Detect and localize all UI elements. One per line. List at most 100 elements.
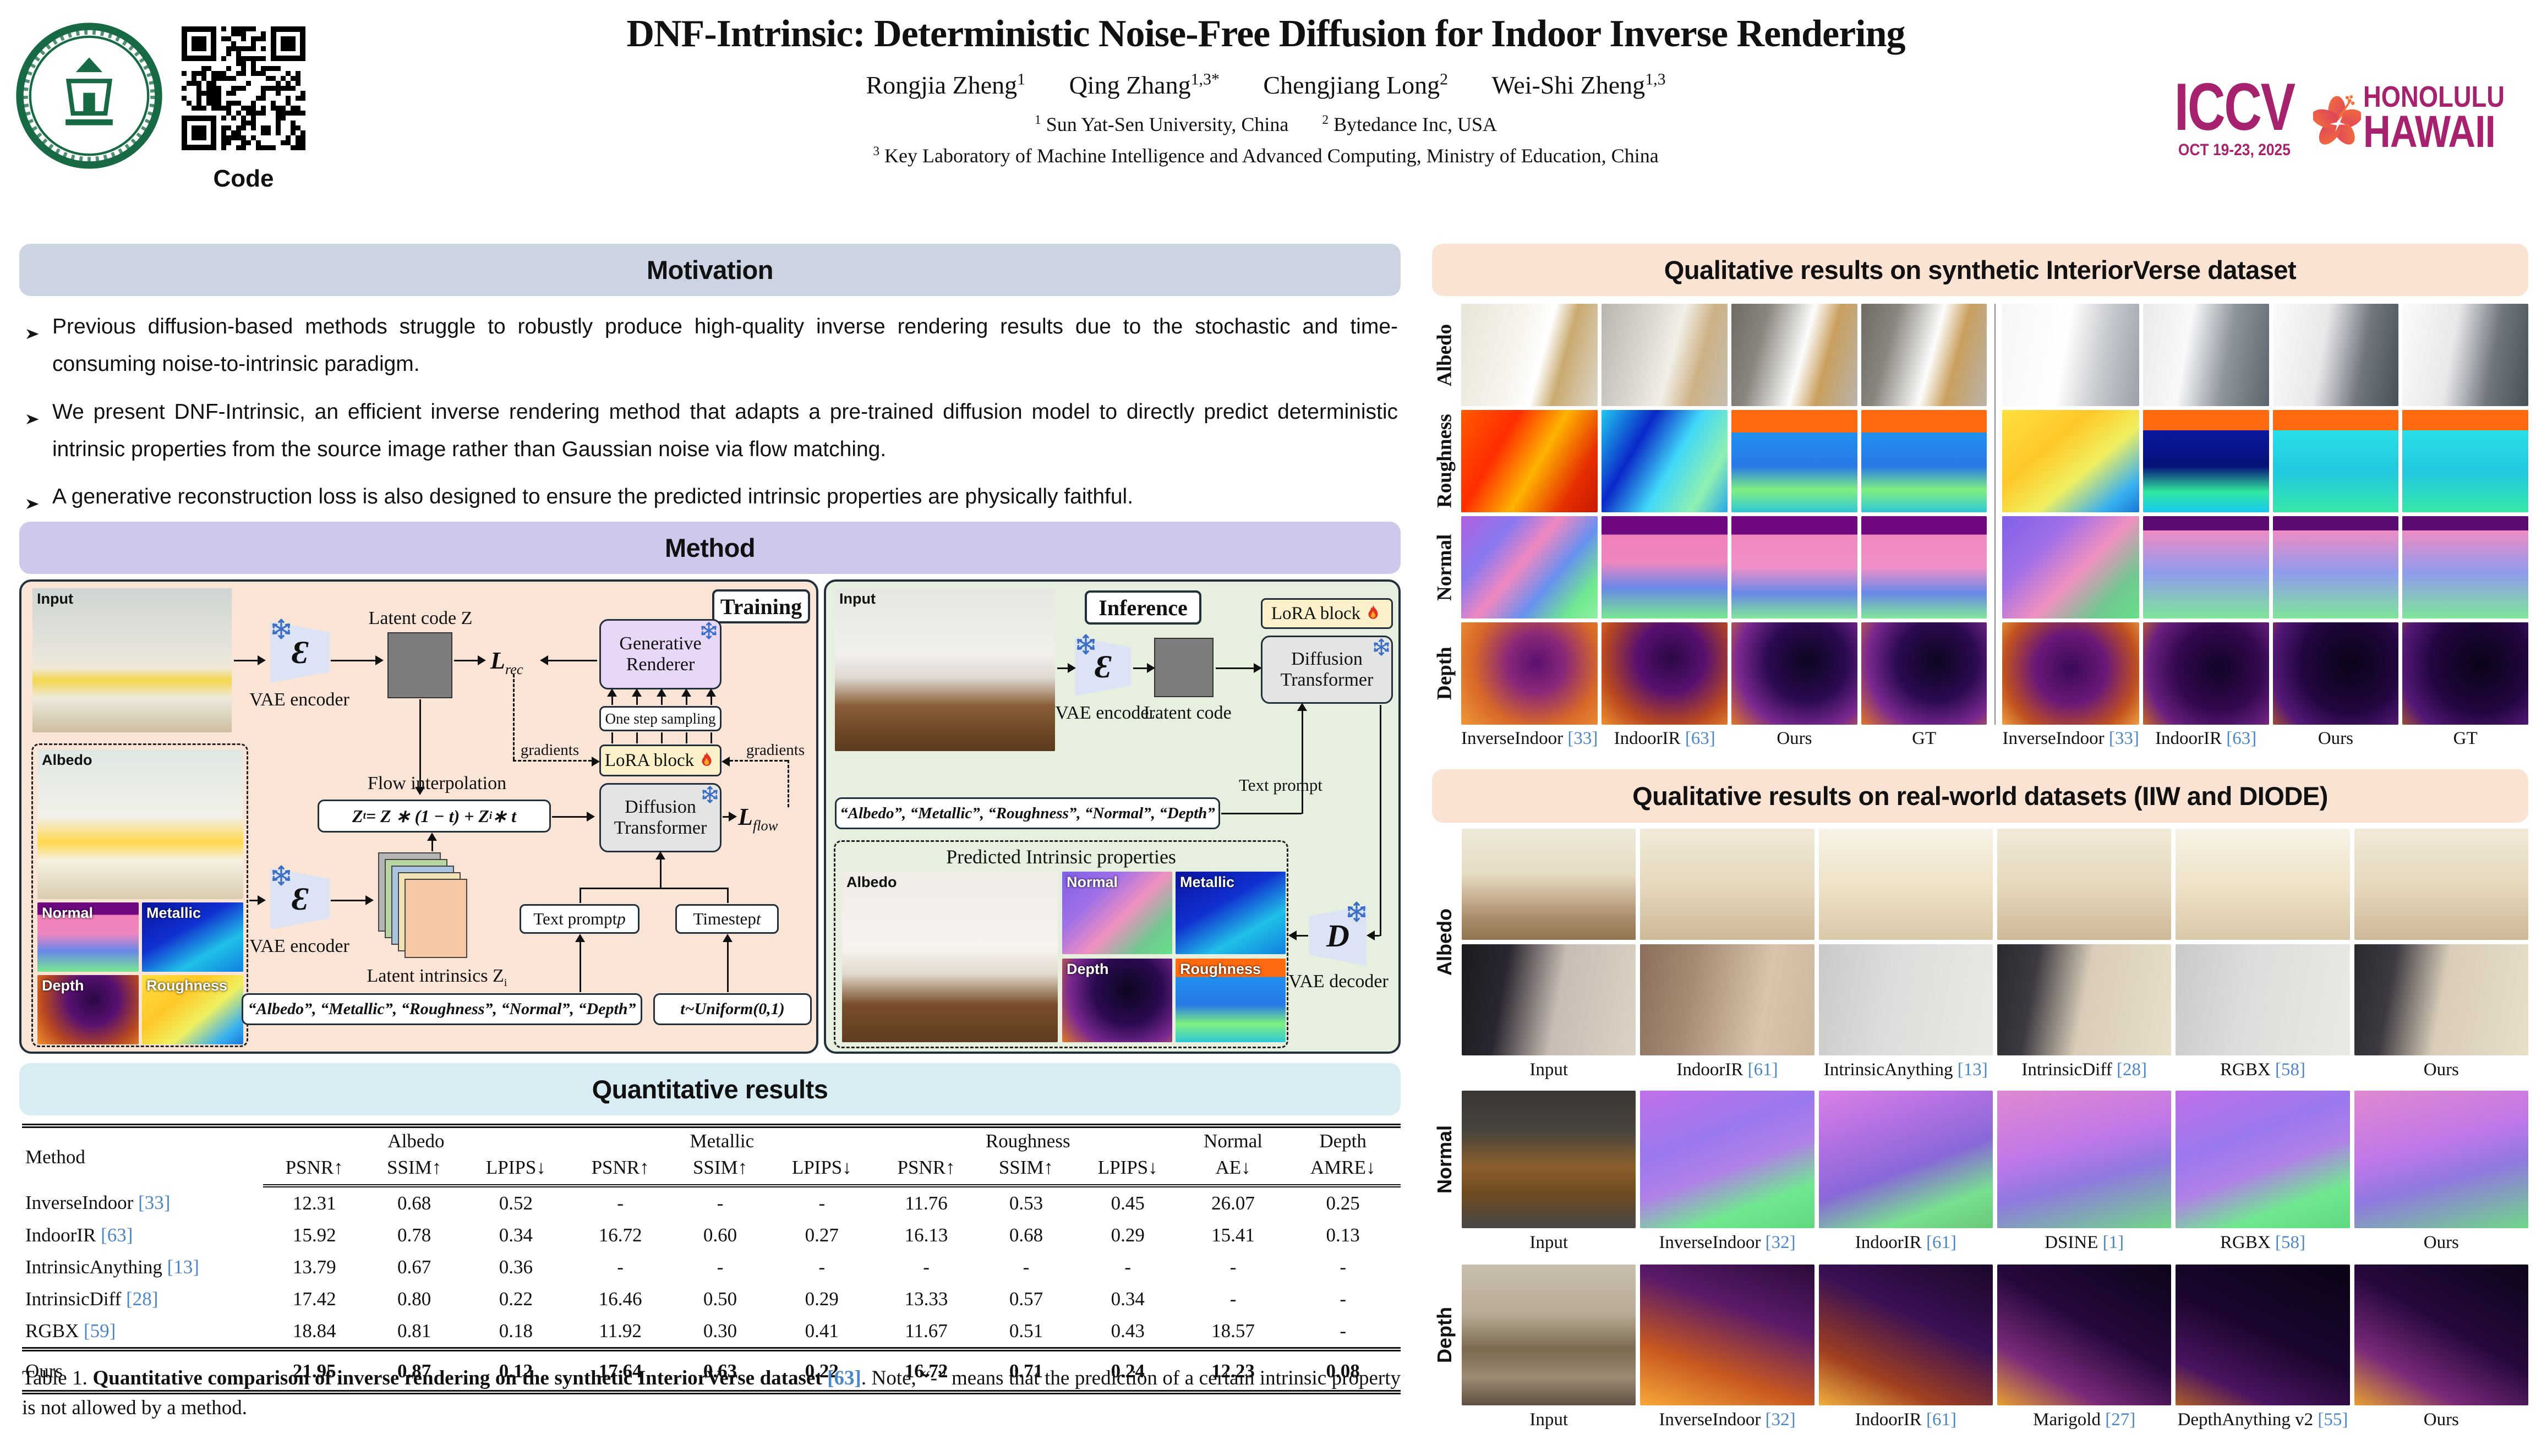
input-image: Input <box>32 588 232 732</box>
affiliation: 3 Key Laboratory of Machine Intelligence… <box>873 144 1659 167</box>
arrow <box>727 888 729 903</box>
vae-encoder-2: Ɛ <box>270 868 330 929</box>
qr-module <box>192 76 196 81</box>
qr-module <box>251 125 256 130</box>
column-label: Ours <box>2423 1060 2459 1080</box>
qr-module <box>291 145 296 150</box>
real-normal-grid: Normal Input InverseIndoor [32] IndoorIR [6… <box>1432 1091 2528 1257</box>
qr-module <box>286 111 291 116</box>
value-cell: 0.29 <box>805 1288 839 1310</box>
arrow <box>1057 663 1076 673</box>
qr-module <box>300 140 305 145</box>
value-cell: 16.13 <box>904 1224 948 1246</box>
value-cell: - <box>1229 1288 1237 1310</box>
row-label: Albedo <box>1433 324 1456 386</box>
result-thumbnail <box>1818 1091 1993 1228</box>
qr-module <box>276 86 281 91</box>
author: Qing Zhang1,3* <box>1069 70 1220 100</box>
latent-intrinsics-label: Latent intrinsics Zi <box>367 966 507 989</box>
value-cell: 0.87 <box>365 1347 463 1392</box>
value-cell: 0.50 <box>703 1288 737 1310</box>
value-cell: - <box>1023 1256 1030 1278</box>
input-image-label: Input <box>839 590 876 607</box>
arrow <box>580 888 727 889</box>
iccv-city: HONOLULU <box>2363 80 2505 114</box>
inference-prompts-box: “Albedo”, “Metallic”, “Roughness”, “Norm… <box>835 797 1220 829</box>
snowflake-icon <box>1372 638 1391 656</box>
gt-metallic-image: Metallic <box>142 902 243 972</box>
result-thumbnail <box>2143 410 2269 512</box>
qr-module <box>241 46 246 51</box>
qr-module <box>286 135 291 140</box>
qr-module <box>221 71 226 76</box>
qr-module <box>276 106 281 111</box>
result-thumbnail <box>1462 1265 1636 1405</box>
predicted-intrinsics-title: Predicted Intrinsic properties <box>946 846 1176 868</box>
authors-line: Rongjia Zheng1 Qing Zhang1,3* Chengjiang… <box>385 70 2146 100</box>
qr-module <box>291 130 296 135</box>
value-cell: 11.92 <box>599 1320 642 1342</box>
qr-module <box>271 101 276 106</box>
gt-intrinsics-group: Albedo Normal Metallic Depth Roughness <box>31 743 248 1047</box>
value-cell: 0.18 <box>499 1320 533 1342</box>
qr-module <box>246 46 251 51</box>
qr-module <box>231 46 236 51</box>
qr-module <box>187 81 192 86</box>
table-metric-header: LPIPS↓ <box>768 1154 875 1187</box>
qr-module <box>221 130 226 135</box>
qr-module <box>241 36 246 41</box>
arrow <box>661 732 663 743</box>
qr-module <box>221 145 226 150</box>
row-label: Depth <box>1433 647 1456 700</box>
qr-module <box>246 56 251 61</box>
column-label: RGBX [58] <box>2220 1233 2305 1252</box>
qr-module <box>231 130 236 135</box>
qr-code <box>182 26 305 150</box>
gradients-label-right: gradients <box>746 741 805 759</box>
diffusion-transformer-label: Diffusion Transformer <box>1280 649 1374 690</box>
arrow <box>552 812 595 822</box>
qr-module <box>286 96 291 101</box>
qr-module <box>271 106 276 111</box>
qr-module <box>216 106 221 111</box>
qr-module <box>236 56 241 61</box>
bullet-item: A generative reconstruction loss is also… <box>25 478 1398 524</box>
result-thumbnail <box>2402 410 2528 512</box>
qr-module <box>251 41 256 46</box>
value-cell: 0.34 <box>499 1224 533 1246</box>
qr-module <box>206 91 211 96</box>
qr-module <box>206 86 211 91</box>
qr-module <box>261 46 266 51</box>
qr-module <box>236 101 241 106</box>
qr-finder <box>271 26 305 61</box>
value-cell: - <box>617 1192 624 1214</box>
qr-module <box>231 91 236 96</box>
qr-module <box>266 86 271 91</box>
result-thumbnail <box>2402 304 2528 406</box>
qr-module <box>221 36 226 41</box>
qr-module <box>261 96 266 101</box>
result-thumbnail <box>1602 622 1728 725</box>
vae-encoder-1: Ɛ <box>270 621 330 683</box>
qr-module <box>211 86 216 91</box>
qr-module <box>201 76 206 81</box>
column-label: Input <box>1529 1233 1568 1252</box>
training-diagram: Training Input Ɛ VAE encoder Latent code… <box>19 579 818 1054</box>
arrow <box>331 655 384 665</box>
qr-module <box>221 135 226 140</box>
qr-module <box>261 31 266 36</box>
result-thumbnail <box>1818 829 1993 940</box>
qr-module <box>296 125 300 130</box>
qr-module <box>296 111 300 116</box>
qr-module <box>291 125 296 130</box>
qr-module <box>256 71 261 76</box>
value-cell: 0.63 <box>671 1347 769 1392</box>
arrow <box>580 888 581 903</box>
qr-module <box>261 91 266 96</box>
result-thumbnail <box>1731 516 1857 618</box>
qr-module <box>241 140 246 145</box>
result-thumbnail <box>2143 622 2269 725</box>
value-cell: - <box>617 1256 624 1278</box>
value-cell: 18.57 <box>1211 1320 1255 1342</box>
table-group-header: Normal <box>1204 1130 1262 1152</box>
